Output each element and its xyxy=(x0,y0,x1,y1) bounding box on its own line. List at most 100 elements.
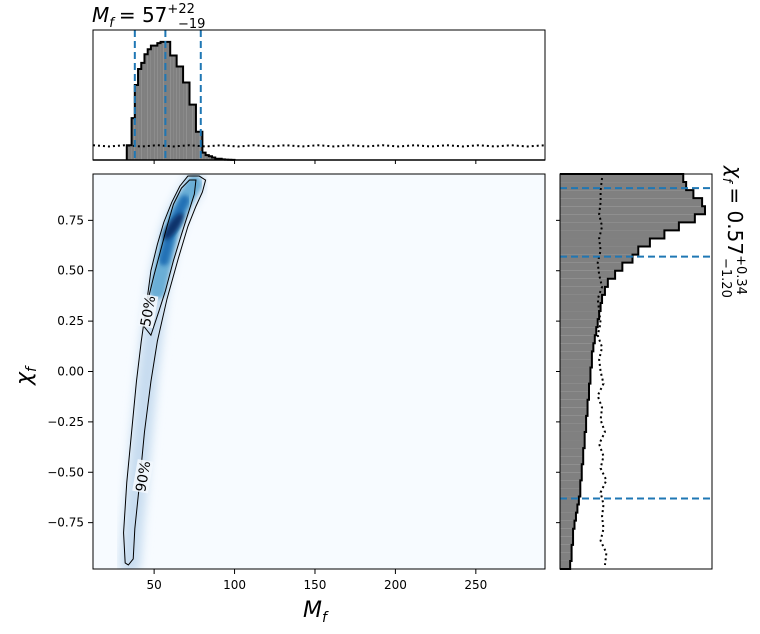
spin-hist-bar xyxy=(560,359,592,368)
mass-hist-bar xyxy=(147,49,151,160)
spin-hist-bar xyxy=(560,190,694,199)
spin-marginal-ticks xyxy=(556,219,560,524)
spin-hist-bar xyxy=(560,399,588,408)
mass-title-subscript: f xyxy=(109,16,116,31)
x-tick-label: 200 xyxy=(384,578,407,592)
contour-line xyxy=(123,175,207,566)
contour-labels: 50% 90% xyxy=(132,293,159,494)
contour-label-bg xyxy=(137,293,159,329)
y-axis-label-subscript: f xyxy=(24,365,40,372)
spin-hist-bar xyxy=(560,367,591,376)
mass-hist-bar xyxy=(192,104,196,160)
contour-label: 90% xyxy=(133,460,154,493)
spin-hist-bar xyxy=(560,335,595,344)
spin-title-symbol: χ xyxy=(723,165,747,179)
mass-hist-bar xyxy=(208,156,213,160)
spin-hist-bar xyxy=(560,383,589,392)
spin-hist-bar xyxy=(560,294,603,303)
spin-hist-bar xyxy=(560,431,585,441)
spin-hist-bar xyxy=(560,456,584,465)
mass-hist-bar xyxy=(179,66,184,160)
y-tick-label: 0.50 xyxy=(57,264,84,278)
y-axis-label-symbol: χ xyxy=(12,371,37,386)
contour-label: 50% xyxy=(138,294,159,327)
spin-hist-outline xyxy=(560,173,706,570)
x-tick-label: 150 xyxy=(304,578,327,592)
mass-hist-bar xyxy=(212,157,216,160)
mass-hist-bar xyxy=(141,62,145,160)
spin-hist-bar xyxy=(560,246,639,255)
y-tick-label: 0.25 xyxy=(57,314,84,328)
spin-hist-bar xyxy=(560,375,591,384)
spin-hist-bar xyxy=(560,504,578,513)
mass-hist-bar xyxy=(157,43,161,160)
spin-hist-bar xyxy=(560,496,579,505)
y-tick-label: 0.00 xyxy=(57,365,84,379)
mass-hist-bar xyxy=(166,41,171,160)
spin-hist-bar xyxy=(560,262,623,271)
spin-hist-bar xyxy=(560,286,605,295)
y-axis-ticks: 0.75 0.50 0.25 0.00 −0.25 −0.50 −0.75 xyxy=(47,213,93,530)
spin-hist-bar xyxy=(560,198,703,207)
spin-hist-bar xyxy=(560,311,600,320)
mass-summary-title: Mf = 57+22 −19 xyxy=(92,2,205,32)
spin-hist-bar xyxy=(560,415,587,424)
spin-summary-title: χf = 0.57+0.34−1.20 xyxy=(718,165,748,298)
spin-hist-bar xyxy=(560,520,575,529)
mass-hist-bar xyxy=(144,54,148,160)
spin-hist-bar xyxy=(560,351,592,360)
x-axis-label: Mf xyxy=(303,598,329,626)
spin-hist-bar xyxy=(560,448,584,457)
y-tick-label: −0.25 xyxy=(47,415,84,429)
mass-prior-curve xyxy=(92,144,546,148)
mass-hist-bar xyxy=(173,55,177,161)
mass-title-plus: +22 xyxy=(167,2,194,17)
spin-hist-bar xyxy=(560,536,574,545)
mass-hist-bar xyxy=(138,68,142,160)
spin-prior-curve xyxy=(596,177,608,566)
mass-hist-bar xyxy=(160,41,164,160)
mass-marginal-panel xyxy=(92,29,546,164)
spin-quantile-lines xyxy=(560,187,712,500)
spin-hist-bar xyxy=(560,552,572,561)
spin-hist-bar xyxy=(560,327,597,336)
spin-hist-bar xyxy=(560,254,633,263)
spin-title-value: = 0.57 xyxy=(723,187,747,255)
mass-hist-bar xyxy=(202,152,206,160)
density-peak xyxy=(163,212,184,240)
spin-hist-bar xyxy=(560,230,665,239)
spin-hist-bar xyxy=(560,488,581,497)
spin-hist-bar xyxy=(560,472,582,481)
credible-contours xyxy=(123,175,207,566)
spin-hist-bar xyxy=(560,278,608,287)
mass-hist-bar xyxy=(170,55,174,161)
spin-histogram xyxy=(560,173,706,570)
x-axis-label-symbol: M xyxy=(303,598,322,623)
spin-hist-bar xyxy=(560,206,705,215)
mass-hist-outline xyxy=(125,40,236,161)
mass-hist-bar xyxy=(154,45,158,160)
spin-hist-bar xyxy=(560,423,587,432)
spin-hist-bar xyxy=(560,182,687,191)
spin-hist-bar xyxy=(560,343,594,352)
spin-hist-bar xyxy=(560,464,582,473)
spin-hist-bar xyxy=(560,407,588,416)
spin-hist-bar xyxy=(560,222,679,231)
spin-hist-bar xyxy=(560,270,616,279)
spin-prior-line xyxy=(596,177,608,566)
x-tick-label: 250 xyxy=(464,578,487,592)
y-tick-label: −0.75 xyxy=(47,516,84,530)
spin-hist-bar xyxy=(560,512,576,521)
mass-hist-bar xyxy=(189,104,193,160)
mass-hist-bar xyxy=(176,66,180,160)
spin-title-plus: +0.34 xyxy=(733,255,748,295)
mass-hist-bar xyxy=(126,145,132,160)
spin-hist-bar xyxy=(560,214,695,223)
mass-hist-bar xyxy=(150,45,155,160)
mass-prior-line xyxy=(92,144,546,148)
spin-hist-bar xyxy=(560,238,650,247)
mass-hist-bar xyxy=(186,82,190,160)
mass-title-symbol: M xyxy=(92,3,109,27)
spin-hist-bar xyxy=(560,391,589,400)
